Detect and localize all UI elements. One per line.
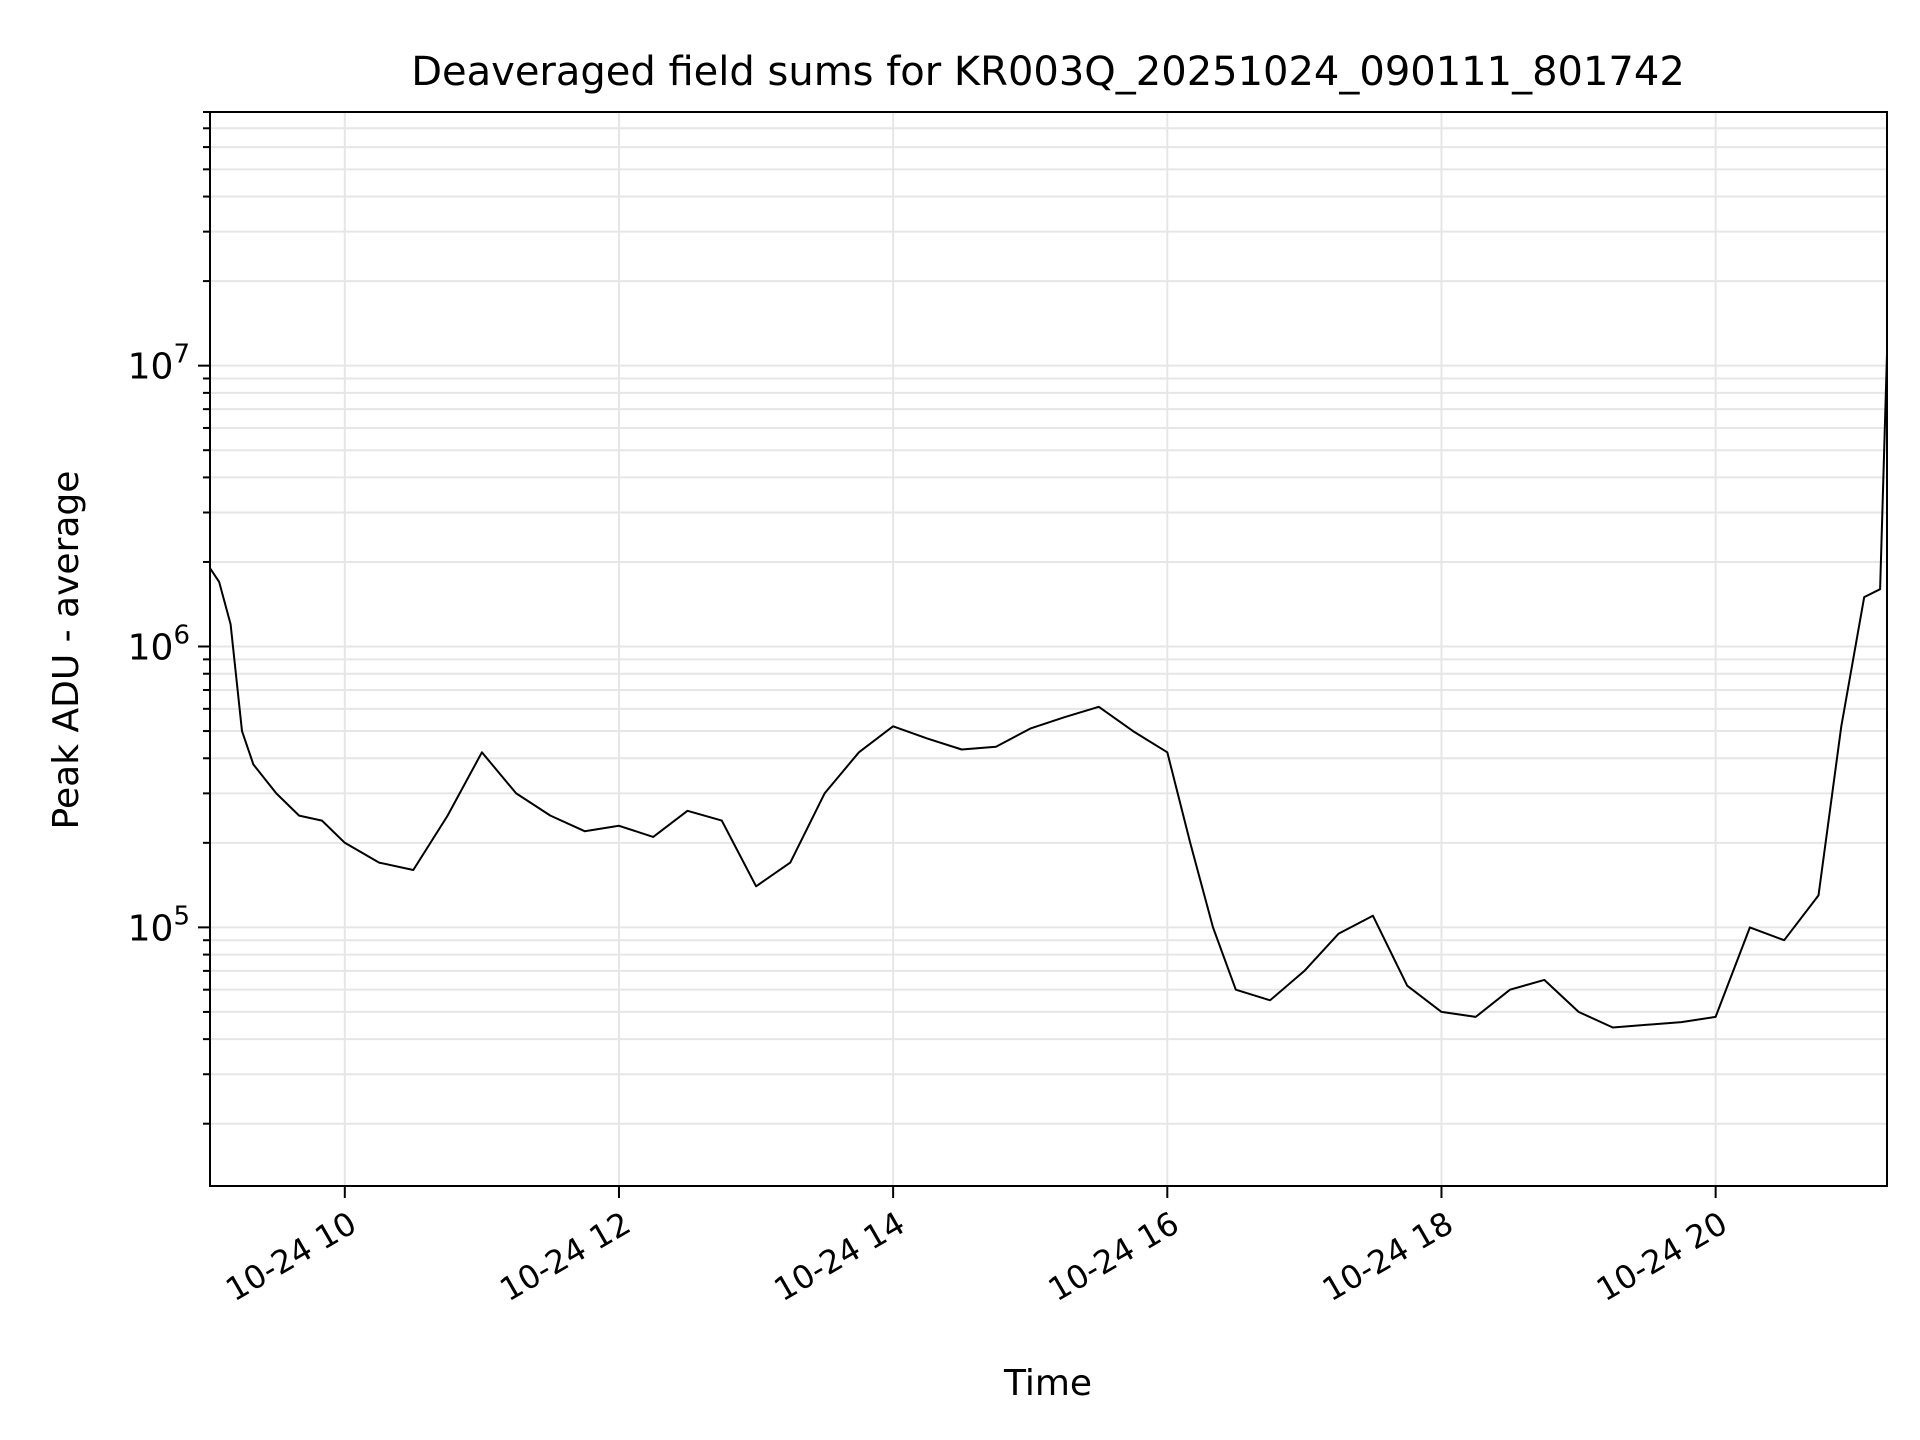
- grid-layer: [210, 111, 1887, 1186]
- series-line: [209, 353, 1888, 1029]
- y-tick-label: 106: [128, 621, 190, 669]
- y-axis-label: Peak ADU - average: [46, 471, 87, 830]
- chart-title: Deaveraged field sums for KR003Q_2025102…: [411, 49, 1685, 95]
- y-tick-label: 105: [128, 901, 190, 949]
- x-axis-label: Time: [1003, 1363, 1092, 1404]
- x-tick-label: 10-24 18: [1316, 1204, 1460, 1309]
- x-tick-label: 10-24 16: [1042, 1204, 1186, 1309]
- x-tick-label: 10-24 14: [768, 1204, 912, 1309]
- tick-layer: 10-24 10 10-24 12 10-24 14 10-24 16 10-24 18…: [128, 111, 1734, 1309]
- plot-frame: [209, 111, 1888, 1187]
- line-layer: [209, 353, 1888, 1029]
- y-tick-label: 107: [128, 340, 190, 388]
- x-tick-label: 10-24 12: [493, 1204, 637, 1309]
- x-tick-label: 10-24 20: [1590, 1204, 1734, 1309]
- x-tick-label: 10-24 10: [219, 1204, 363, 1309]
